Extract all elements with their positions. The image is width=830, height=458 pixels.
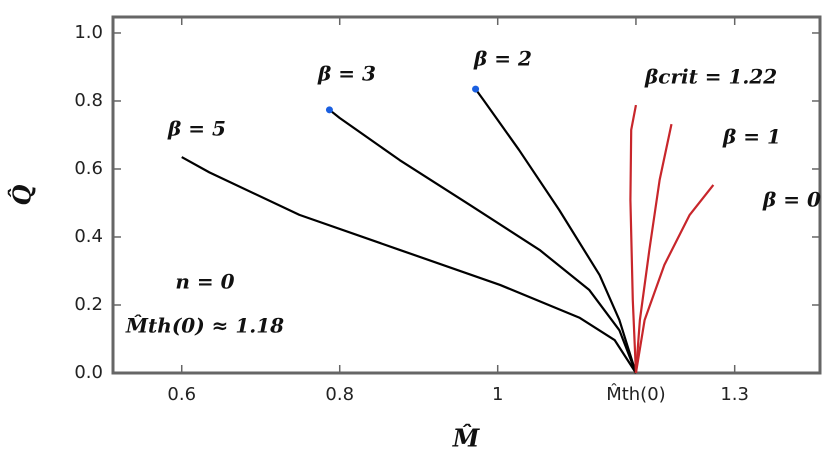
curve-label: β = 1 bbox=[722, 125, 781, 149]
curve bbox=[181, 156, 637, 374]
curve-label: β = 3 bbox=[317, 62, 376, 86]
curve-label: β = 5 bbox=[167, 117, 226, 141]
annotation: n = 0 bbox=[175, 270, 234, 294]
curve bbox=[634, 184, 715, 374]
annotation: M̂th(0) ≈ 1.18 bbox=[125, 314, 284, 338]
y-tick-label: 0.4 bbox=[74, 226, 103, 247]
x-tick-label: 0.8 bbox=[325, 384, 354, 405]
x-tick-label: 0.6 bbox=[167, 384, 196, 405]
y-tick-label: 0.2 bbox=[74, 294, 103, 315]
y-tick-label: 1.0 bbox=[74, 22, 103, 43]
curve bbox=[629, 104, 638, 374]
x-tick-label: 1.3 bbox=[720, 384, 749, 405]
curve-label: β = 2 bbox=[473, 47, 532, 71]
start-point bbox=[325, 106, 333, 114]
y-tick-label: 0.8 bbox=[74, 90, 103, 111]
curve bbox=[474, 88, 637, 374]
start-point bbox=[472, 85, 480, 93]
y-tick-label: 0.0 bbox=[74, 362, 103, 383]
x-tick-label: M̂th(0) bbox=[606, 384, 666, 405]
curve-label: βcrit = 1.22 bbox=[644, 65, 777, 89]
curve bbox=[328, 108, 637, 374]
y-axis-label: Q̂ bbox=[8, 184, 37, 205]
curve-label: β = 0 bbox=[762, 188, 821, 212]
plot-frame bbox=[111, 15, 822, 375]
y-tick-label: 0.6 bbox=[74, 158, 103, 179]
curve bbox=[634, 123, 673, 374]
x-tick-label: 1 bbox=[492, 384, 503, 405]
x-axis-label: M̂ bbox=[452, 424, 481, 453]
